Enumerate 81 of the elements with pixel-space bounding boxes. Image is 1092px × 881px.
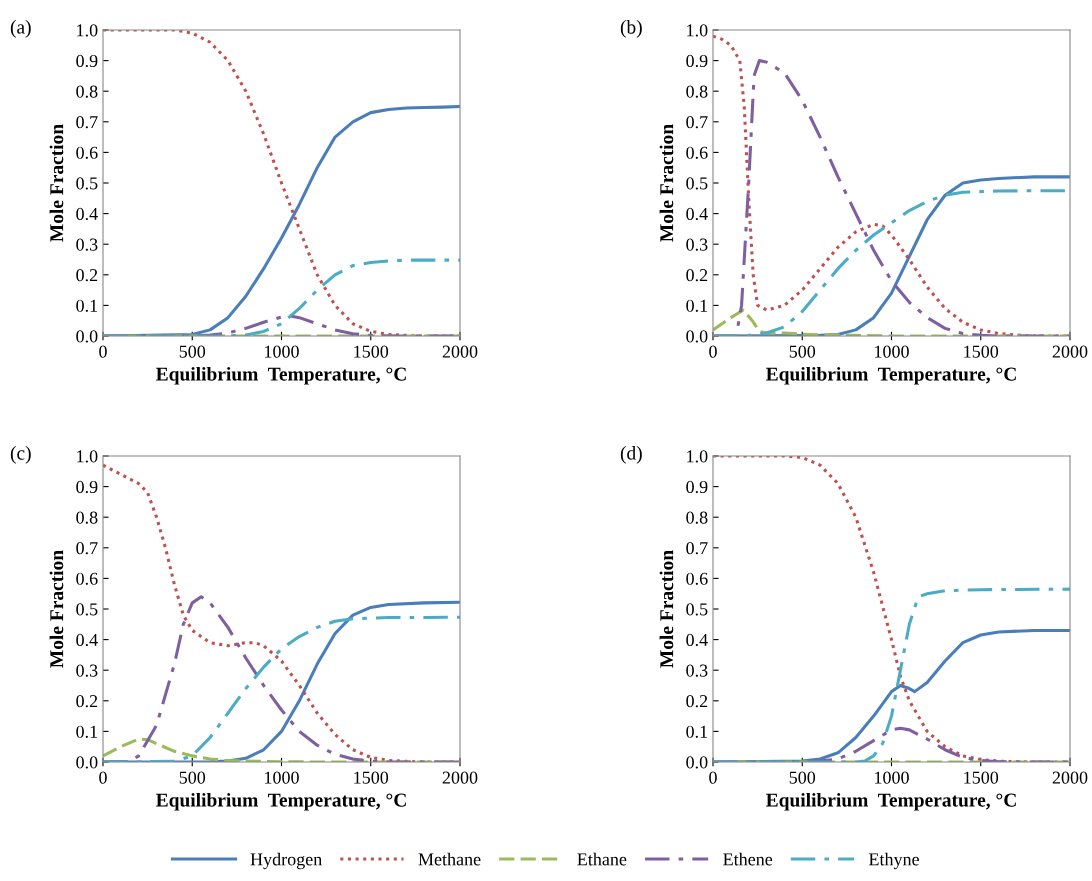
x-tick-label: 1500 <box>964 771 999 784</box>
y-axis-title: Mole Fraction <box>659 550 674 668</box>
chart-title: (b) <box>620 20 642 38</box>
y-tick-label: 0.7 <box>76 116 98 129</box>
legend-label: Hydrogen <box>250 852 322 870</box>
legend-label: Ethyne <box>868 852 919 870</box>
y-tick-label: 0.0 <box>686 330 708 343</box>
x-tick-label: 1000 <box>875 345 909 358</box>
x-tick-label: 1500 <box>964 345 999 358</box>
x-tick-label: 1000 <box>265 345 299 358</box>
x-tick-label: 1000 <box>265 771 299 784</box>
x-tick-label: 1500 <box>354 771 389 784</box>
y-tick-label: 0.7 <box>686 542 708 555</box>
y-tick-label: 1.0 <box>77 450 98 463</box>
y-tick-label: 0.0 <box>76 756 98 769</box>
x-tick-label: 500 <box>179 771 206 784</box>
y-axis-title: Mole Fraction <box>659 124 674 242</box>
x-tick-label: 0 <box>99 345 107 358</box>
y-tick-label: 0.9 <box>686 480 708 494</box>
y-tick-label: 0.7 <box>686 116 708 129</box>
x-axis-title: Equilibrium Temperature, °C <box>156 792 406 811</box>
y-tick-label: 0.5 <box>76 603 98 616</box>
x-tick-label: 1000 <box>875 771 909 784</box>
x-tick-label: 2000 <box>1052 771 1088 784</box>
y-tick-label: 0.2 <box>686 695 708 708</box>
x-tick-label: 2000 <box>1052 345 1088 358</box>
y-tick-label: 0.9 <box>76 480 98 494</box>
y-tick-label: 0.8 <box>76 85 98 98</box>
y-tick-label: 1.0 <box>687 450 708 463</box>
y-tick-label: 0.6 <box>76 146 98 159</box>
y-tick-label: 0.3 <box>686 664 708 677</box>
legend-label: Ethane <box>577 852 627 866</box>
y-tick-label: 0.2 <box>76 695 98 708</box>
x-tick-label: 500 <box>789 771 816 784</box>
chart-title: (d) <box>620 446 642 464</box>
y-tick-label: 0.4 <box>686 633 708 647</box>
y-tick-label: 0.8 <box>686 85 708 98</box>
x-tick-label: 0 <box>709 771 717 784</box>
y-tick-label: 0.1 <box>76 725 98 738</box>
chart-title: (c) <box>10 446 31 464</box>
y-tick-label: 0.8 <box>76 511 98 524</box>
y-tick-label: 0.7 <box>76 542 98 555</box>
y-tick-label: 0.9 <box>76 54 98 68</box>
y-axis-title: Mole Fraction <box>49 124 64 242</box>
legend-label: Methane <box>418 852 481 866</box>
x-axis-title: Equilibrium Temperature, °C <box>766 366 1016 385</box>
y-tick-label: 0.5 <box>686 177 708 190</box>
y-tick-label: 0.2 <box>686 269 708 282</box>
y-tick-label: 0.5 <box>686 603 708 616</box>
y-tick-label: 0.4 <box>76 207 98 221</box>
y-tick-label: 0.4 <box>76 633 98 647</box>
x-axis-title: Equilibrium Temperature, °C <box>766 792 1016 811</box>
y-tick-label: 0.2 <box>76 269 98 282</box>
x-tick-label: 0 <box>99 771 107 784</box>
x-tick-label: 0 <box>709 345 717 358</box>
y-axis-title: Mole Fraction <box>49 550 64 668</box>
x-tick-label: 2000 <box>442 771 478 784</box>
y-tick-label: 0.3 <box>76 238 98 251</box>
y-tick-label: 0.6 <box>686 572 708 585</box>
x-axis-title: Equilibrium Temperature, °C <box>156 366 406 385</box>
y-tick-label: 1.0 <box>77 24 98 37</box>
y-tick-label: 0.1 <box>76 299 98 312</box>
y-tick-label: 0.0 <box>686 756 708 769</box>
y-tick-label: 0.0 <box>76 330 98 343</box>
y-tick-label: 0.5 <box>76 177 98 190</box>
x-tick-label: 500 <box>179 345 206 358</box>
y-tick-label: 0.3 <box>76 664 98 677</box>
x-tick-label: 2000 <box>442 345 478 358</box>
chart-title: (a) <box>10 20 31 38</box>
y-tick-label: 0.6 <box>76 572 98 585</box>
y-tick-label: 1.0 <box>687 24 708 37</box>
y-tick-label: 0.4 <box>686 207 708 221</box>
x-tick-label: 500 <box>789 345 816 358</box>
y-tick-label: 0.6 <box>686 146 708 159</box>
y-tick-label: 0.3 <box>686 238 708 251</box>
y-tick-label: 0.1 <box>686 299 708 312</box>
y-tick-label: 0.8 <box>686 511 708 524</box>
legend-label: Ethene <box>723 852 773 866</box>
y-tick-label: 0.9 <box>686 54 708 68</box>
x-tick-label: 1500 <box>354 345 389 358</box>
y-tick-label: 0.1 <box>686 725 708 738</box>
